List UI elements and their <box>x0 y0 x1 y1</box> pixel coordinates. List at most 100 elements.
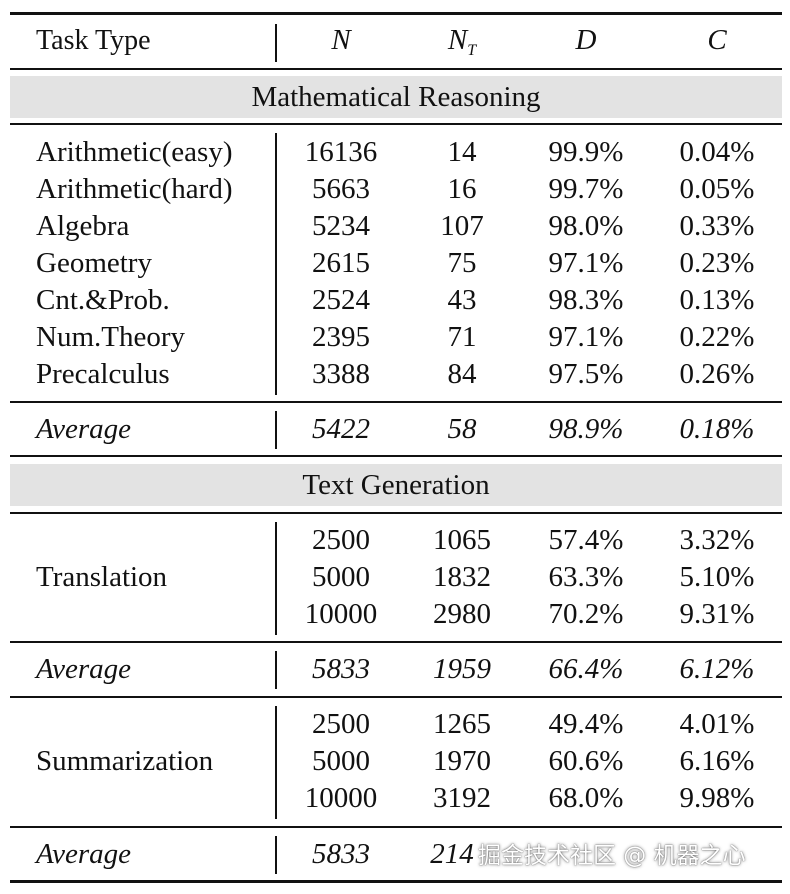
value-nt: 43 <box>447 284 477 316</box>
header-d: D <box>575 24 597 56</box>
header-n: N <box>331 24 351 56</box>
value-d: 63.3% <box>548 561 624 593</box>
translation-separator <box>275 522 277 635</box>
task-name: Num.Theory <box>36 321 185 353</box>
value-n: 16136 <box>304 136 378 168</box>
math-band-bottom-rule <box>10 123 782 125</box>
table-row: 10000 2980 70.2% 9.31% <box>0 596 790 633</box>
average-label: Average <box>36 838 132 870</box>
value-nt: 1065 <box>433 524 491 556</box>
value-n: 5663 <box>312 173 370 205</box>
average-n: 5833 <box>312 653 370 685</box>
task-name: Precalculus <box>36 358 170 390</box>
average-n: 5422 <box>312 413 370 445</box>
value-d: 49.4% <box>548 708 624 740</box>
task-name: Cnt.&Prob. <box>36 284 170 316</box>
translation-average-separator <box>275 651 277 689</box>
value-nt: 1265 <box>433 708 491 740</box>
value-c: 0.13% <box>679 284 755 316</box>
task-name: Arithmetic(easy) <box>36 136 233 168</box>
value-nt: 16 <box>447 173 477 205</box>
value-n: 10000 <box>304 782 378 814</box>
value-nt: 84 <box>447 358 477 390</box>
value-nt: 14 <box>447 136 477 168</box>
value-c: 9.98% <box>679 782 755 814</box>
average-nt: 58 <box>447 413 477 445</box>
value-nt: 71 <box>447 321 477 353</box>
value-c: 5.10% <box>679 561 755 593</box>
summarization-average-top-rule <box>10 826 782 828</box>
bottom-rule <box>10 880 782 883</box>
value-d: 99.7% <box>548 173 624 205</box>
header-c: C <box>707 24 727 56</box>
average-label: Average <box>36 653 132 685</box>
math-rows-separator <box>275 133 277 395</box>
value-n: 2524 <box>312 284 370 316</box>
value-d: 99.9% <box>548 136 624 168</box>
task-summarization: Summarization <box>36 745 214 777</box>
watermark: 掘金技术社区 @ 机器之心 <box>478 843 746 869</box>
table-row: Num.Theory 2395 71 97.1% 0.22% <box>0 319 790 356</box>
summarization-separator <box>275 706 277 819</box>
table-row: 5000 1832 63.3% 5.10% <box>0 559 790 596</box>
header-nt: NT <box>402 22 522 59</box>
value-c: 4.01% <box>679 708 755 740</box>
average-c: 0.18% <box>679 413 755 445</box>
value-nt: 3192 <box>433 782 491 814</box>
task-name: Geometry <box>36 247 152 279</box>
value-nt: 2980 <box>433 598 491 630</box>
task-name: Arithmetic(hard) <box>36 173 233 205</box>
value-n: 3388 <box>312 358 370 390</box>
average-nt: 1959 <box>433 653 491 685</box>
table-row: Geometry 2615 75 97.1% 0.23% <box>0 245 790 282</box>
value-n: 5000 <box>312 561 370 593</box>
text-band-bottom-rule <box>10 512 782 514</box>
value-n: 2615 <box>312 247 370 279</box>
table-row: Arithmetic(hard) 5663 16 99.7% 0.05% <box>0 171 790 208</box>
value-d: 97.1% <box>548 247 624 279</box>
table-row: 2500 1265 49.4% 4.01% <box>0 706 790 743</box>
top-rule <box>10 12 782 15</box>
value-n: 2500 <box>312 708 370 740</box>
value-c: 0.33% <box>679 210 755 242</box>
header-nt-subscript: T <box>467 42 477 59</box>
table-row: Cnt.&Prob. 2524 43 98.3% 0.13% <box>0 282 790 319</box>
average-nt: 214 <box>430 838 474 870</box>
value-c: 0.05% <box>679 173 755 205</box>
math-average-top-rule <box>10 401 782 403</box>
value-c: 6.16% <box>679 745 755 777</box>
value-nt: 1970 <box>433 745 491 777</box>
value-d: 98.3% <box>548 284 624 316</box>
summarization-average-row: Average 5833 214 <box>0 836 790 873</box>
value-c: 3.32% <box>679 524 755 556</box>
value-c: 0.22% <box>679 321 755 353</box>
value-d: 60.6% <box>548 745 624 777</box>
header-separator <box>275 24 277 62</box>
value-d: 68.0% <box>548 782 624 814</box>
value-n: 5234 <box>312 210 370 242</box>
value-d: 97.5% <box>548 358 624 390</box>
value-c: 0.26% <box>679 358 755 390</box>
value-n: 10000 <box>304 598 378 630</box>
header-rule <box>10 68 782 70</box>
translation-average-bottom-rule <box>10 696 782 698</box>
value-c: 0.23% <box>679 247 755 279</box>
header-nt-base: N <box>447 24 468 56</box>
table-row: 5000 1970 60.6% 6.16% <box>0 743 790 780</box>
value-n: 2395 <box>312 321 370 353</box>
average-d: 98.9% <box>548 413 624 445</box>
average-n: 5833 <box>312 838 370 870</box>
value-c: 9.31% <box>679 598 755 630</box>
average-c: 6.12% <box>679 653 755 685</box>
table-row: 10000 3192 68.0% 9.98% <box>0 780 790 817</box>
math-average-bottom-rule <box>10 455 782 457</box>
header-row: Task Type N NT D C <box>0 22 790 59</box>
value-d: 98.0% <box>548 210 624 242</box>
math-average-row: Average 5422 58 98.9% 0.18% <box>0 411 790 448</box>
table-row: Arithmetic(easy) 16136 14 99.9% 0.04% <box>0 134 790 171</box>
summarization-average-separator <box>275 836 277 874</box>
average-d: 66.4% <box>548 653 624 685</box>
task-translation: Translation <box>36 561 168 593</box>
value-n: 2500 <box>312 524 370 556</box>
value-d: 70.2% <box>548 598 624 630</box>
